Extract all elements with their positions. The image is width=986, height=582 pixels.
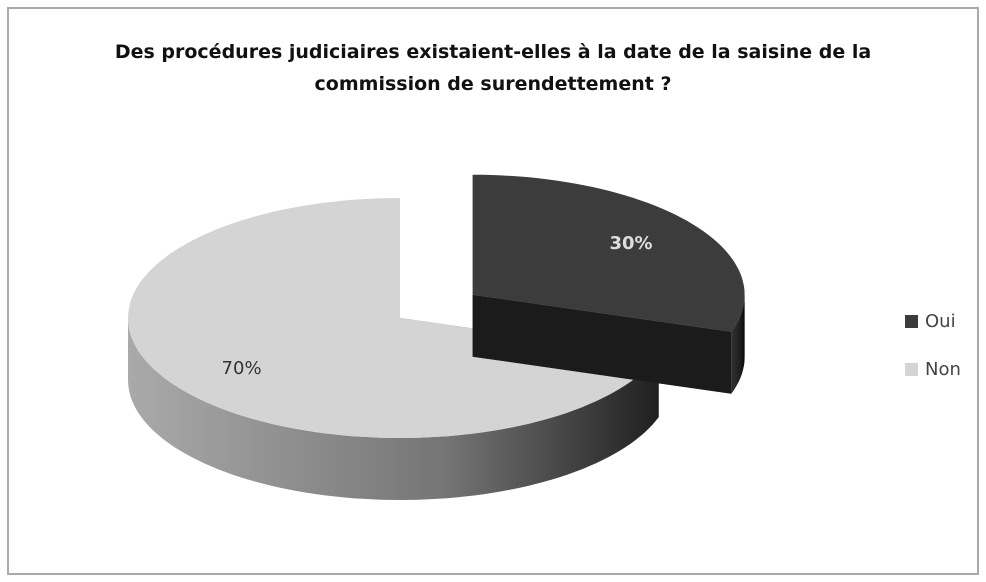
pie-slice	[128, 198, 659, 500]
legend-swatch	[905, 363, 918, 376]
legend-label: Oui	[925, 311, 956, 332]
legend-label: Non	[925, 359, 961, 380]
legend-swatch	[905, 315, 918, 328]
pie-slice	[472, 174, 745, 394]
slice-wall-shade	[731, 294, 745, 394]
slice-top	[128, 198, 659, 438]
data-label: 30%	[610, 233, 653, 254]
slice-side-shade	[472, 294, 732, 394]
chart-title: Des procédures judiciaires existaient-el…	[114, 41, 872, 95]
data-label: 70%	[222, 358, 262, 379]
slice-top	[472, 174, 745, 332]
slice-wall-shade	[128, 318, 659, 500]
